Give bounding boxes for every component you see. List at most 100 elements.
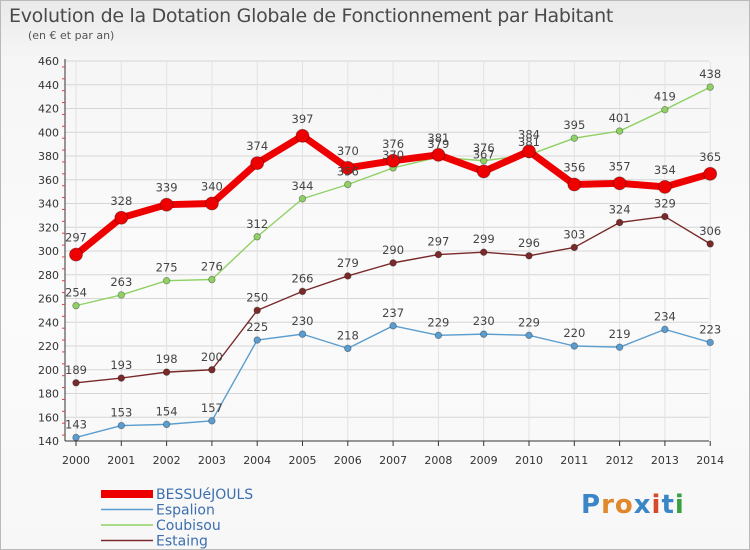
- data-point-bessu-jouls: [476, 164, 491, 179]
- y-tick-label: 320: [38, 221, 59, 234]
- data-label-bessu-jouls: 339: [156, 181, 178, 195]
- x-tick-label: 2000: [62, 454, 90, 467]
- data-label-espalion: 220: [563, 326, 585, 340]
- data-point-coubisou: [117, 291, 125, 299]
- data-label-coubisou: 379: [427, 137, 449, 151]
- data-point-espalion: [389, 322, 397, 330]
- data-point-estaing: [480, 248, 488, 256]
- data-point-espalion: [615, 343, 624, 351]
- y-tick-label: 340: [38, 198, 59, 211]
- data-point-coubisou: [706, 83, 714, 91]
- label-layer: 189 193 198 200 250 266 279 290 297 299 296 303 324 3…: [65, 67, 721, 431]
- data-label-estaing: 193: [110, 358, 132, 372]
- data-label-estaing: 299: [473, 232, 495, 246]
- data-label-coubisou: 275: [156, 261, 178, 275]
- data-point-espalion: [480, 330, 488, 338]
- data-point-estaing: [72, 379, 80, 387]
- data-point-bessu-jouls: [340, 160, 355, 175]
- data-point-espalion: [253, 336, 261, 344]
- data-point-estaing: [615, 218, 624, 227]
- data-label-bessu-jouls: 381: [427, 131, 449, 145]
- data-label-coubisou: 438: [699, 67, 721, 81]
- logo-letter: x: [633, 490, 652, 520]
- data-point-bessu-jouls: [69, 247, 83, 262]
- logo-letter: i: [674, 490, 685, 520]
- data-label-bessu-jouls: 376: [382, 137, 404, 151]
- data-point-espalion: [117, 421, 125, 430]
- data-label-espalion: 143: [65, 417, 87, 431]
- data-label-espalion: 237: [382, 306, 404, 320]
- data-point-coubisou: [615, 127, 624, 135]
- data-point-bessu-jouls: [250, 156, 265, 171]
- data-label-bessu-jouls: 365: [699, 150, 721, 164]
- data-point-estaing: [661, 212, 669, 221]
- data-label-coubisou: 419: [654, 90, 676, 104]
- data-label-bessu-jouls: 340: [201, 180, 223, 194]
- logo-letter: o: [614, 490, 634, 520]
- data-label-espalion: 230: [473, 314, 495, 328]
- data-point-estaing: [434, 250, 443, 259]
- axis-layer: 140 160 180 200 220 240 260 280 300 320 340 360 380 4…: [38, 55, 724, 467]
- y-tick-label: 200: [38, 364, 59, 377]
- logo-letter: r: [601, 490, 615, 520]
- y-tick-label: 260: [38, 293, 59, 306]
- data-point-estaing: [389, 259, 397, 267]
- legend-label: Estaing: [156, 534, 208, 550]
- y-tick-label: 280: [38, 269, 59, 282]
- data-point-coubisou: [570, 134, 578, 142]
- y-tick-label: 220: [38, 340, 59, 353]
- data-point-estaing: [525, 252, 533, 260]
- logo-letter: t: [661, 490, 675, 520]
- x-tick-label: 2005: [289, 454, 317, 467]
- data-label-estaing: 296: [518, 236, 540, 250]
- x-tick-label: 2004: [243, 454, 271, 467]
- x-tick-label: 2002: [153, 454, 181, 467]
- data-point-coubisou: [298, 195, 307, 203]
- data-label-bessu-jouls: 374: [246, 139, 268, 153]
- data-point-bessu-jouls: [295, 128, 310, 143]
- data-label-espalion: 154: [156, 404, 178, 418]
- data-label-espalion: 225: [246, 320, 268, 334]
- data-point-estaing: [208, 366, 216, 374]
- data-label-espalion: 229: [427, 315, 449, 329]
- data-label-estaing: 250: [246, 290, 268, 304]
- data-point-espalion: [298, 330, 307, 338]
- x-tick-label: 2010: [515, 454, 543, 467]
- data-point-estaing: [117, 374, 125, 382]
- data-label-espalion: 229: [518, 315, 540, 329]
- data-label-bessu-jouls: 354: [654, 163, 676, 177]
- data-label-estaing: 306: [699, 224, 721, 238]
- x-tick-label: 2003: [198, 454, 226, 467]
- y-tick-label: 420: [38, 103, 59, 116]
- y-tick-label: 460: [38, 55, 59, 68]
- data-label-espalion: 157: [201, 401, 223, 415]
- data-label-bessu-jouls: 356: [563, 161, 585, 175]
- data-point-estaing: [298, 287, 307, 296]
- data-label-estaing: 189: [65, 363, 87, 377]
- data-point-bessu-jouls: [204, 196, 219, 211]
- data-label-estaing: 297: [427, 235, 449, 249]
- x-tick-label: 2011: [560, 454, 588, 467]
- legend-label: BESSUéJOULS: [156, 487, 253, 503]
- data-point-bessu-jouls: [567, 177, 582, 192]
- x-tick-label: 2001: [107, 454, 135, 467]
- data-label-bessu-jouls: 384: [518, 127, 540, 141]
- series-layer: [69, 83, 718, 442]
- logo-letter: P: [581, 490, 602, 520]
- data-point-espalion: [208, 417, 216, 425]
- data-point-coubisou: [208, 275, 216, 284]
- data-point-bessu-jouls: [386, 153, 401, 168]
- data-label-espalion: 218: [337, 328, 359, 342]
- data-point-estaing: [344, 272, 352, 280]
- data-label-espalion: 219: [609, 327, 631, 341]
- data-label-bessu-jouls: 370: [337, 144, 359, 158]
- data-point-coubisou: [661, 105, 669, 114]
- y-tick-label: 360: [38, 174, 59, 187]
- data-point-estaing: [706, 240, 714, 248]
- y-tick-label: 380: [38, 150, 59, 163]
- data-point-espalion: [661, 325, 669, 334]
- x-tick-label: 2014: [696, 454, 724, 467]
- y-tick-label: 400: [38, 126, 59, 139]
